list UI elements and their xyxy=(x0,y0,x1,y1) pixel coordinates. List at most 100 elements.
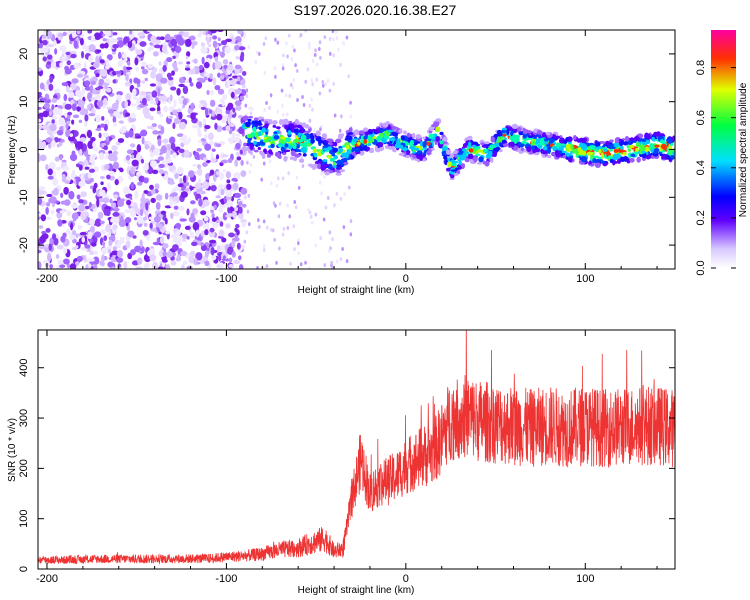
spectral-ridge-dot xyxy=(468,141,471,147)
spectral-noise-dot xyxy=(59,154,62,160)
spectral-noise-dot xyxy=(58,117,65,125)
spectral-noise-dot xyxy=(319,181,322,185)
colorbar-tick-label: 0.4 xyxy=(695,160,707,175)
spectral-ridge-dot xyxy=(410,140,414,144)
snr-frame xyxy=(38,330,675,569)
spectral-noise-dot xyxy=(159,224,163,230)
spectral-noise-dot xyxy=(200,210,206,215)
spectral-noise-dot xyxy=(98,212,103,219)
spectral-noise-dot xyxy=(178,206,185,211)
spectral-noise-dot xyxy=(287,226,290,230)
spectral-noise-dot xyxy=(290,83,293,87)
spectral-noise-dot xyxy=(51,119,54,123)
spectrogram-x-tick-label: -100 xyxy=(215,273,237,285)
spectral-noise-dot xyxy=(210,158,216,163)
spectral-noise-dot xyxy=(178,112,182,120)
spectral-noise-dot xyxy=(292,78,295,82)
spectral-noise-dot xyxy=(196,230,200,238)
spectral-noise-dot xyxy=(78,181,85,187)
spectral-noise-dot xyxy=(310,97,313,101)
spectral-noise-dot xyxy=(251,107,254,111)
spectral-ridge-dot xyxy=(337,160,342,165)
spectral-noise-dot xyxy=(116,258,123,263)
spectral-noise-dot xyxy=(211,247,215,256)
spectral-noise-dot xyxy=(147,47,151,52)
spectral-noise-dot xyxy=(78,199,84,203)
spectral-noise-dot xyxy=(270,228,273,232)
spectral-ridge-dot xyxy=(335,139,341,144)
spectral-noise-dot xyxy=(79,137,86,142)
spectral-ridge-dot xyxy=(502,134,506,137)
spectral-noise-dot xyxy=(238,255,242,260)
snr-x-tick-label: -100 xyxy=(215,573,237,585)
spectral-noise-dot xyxy=(285,93,288,97)
spectral-noise-dot xyxy=(225,110,230,114)
spectral-noise-dot xyxy=(189,77,192,83)
spectral-noise-dot xyxy=(67,112,72,116)
spectral-ridge-dot xyxy=(261,119,264,122)
spectral-noise-dot xyxy=(207,37,210,45)
spectral-noise-dot xyxy=(77,256,83,262)
snr-y-tick-label: 100 xyxy=(18,510,30,528)
spectral-noise-dot xyxy=(49,76,53,83)
spectral-noise-dot xyxy=(137,216,143,224)
spectral-noise-dot xyxy=(74,130,78,137)
spectral-noise-dot xyxy=(75,233,78,238)
spectral-noise-dot xyxy=(171,260,177,265)
spectral-ridge-dot xyxy=(338,148,343,154)
spectral-noise-dot xyxy=(209,109,212,114)
spectral-noise-dot xyxy=(113,32,118,35)
spectral-noise-dot xyxy=(219,172,224,180)
spectral-noise-dot xyxy=(263,244,266,248)
spectral-ridge-dot xyxy=(609,149,612,152)
spectral-noise-dot xyxy=(167,144,172,151)
spectral-noise-dot xyxy=(235,56,239,59)
spectral-noise-dot xyxy=(194,58,198,63)
spectral-noise-dot xyxy=(47,54,53,59)
spectral-noise-dot xyxy=(214,123,217,130)
spectral-noise-dot xyxy=(159,169,164,174)
spectral-noise-dot xyxy=(174,67,179,72)
spectral-ridge-dot xyxy=(302,122,306,127)
spectral-noise-dot xyxy=(199,100,206,104)
spectral-ridge-dot xyxy=(532,145,535,150)
spectral-noise-dot xyxy=(224,46,231,54)
spectral-ridge-dot xyxy=(610,159,613,163)
spectrogram-panel: -200 -100 0 100-20-1001020 Height of straig… xyxy=(7,26,678,296)
spectral-ridge-dot xyxy=(595,143,599,147)
spectral-noise-dot xyxy=(141,159,144,164)
spectral-noise-dot xyxy=(209,240,216,244)
spectral-noise-dot xyxy=(209,73,213,79)
spectral-ridge-dot xyxy=(254,120,259,125)
spectral-noise-dot xyxy=(231,178,237,182)
spectral-noise-dot xyxy=(141,80,145,84)
spectral-noise-dot xyxy=(309,119,312,123)
spectral-noise-dot xyxy=(137,257,142,264)
spectral-ridge-dot xyxy=(412,133,415,138)
spectral-noise-dot xyxy=(227,117,230,125)
spectral-ridge-dot xyxy=(242,146,247,152)
spectral-noise-dot xyxy=(104,145,108,150)
spectral-noise-dot xyxy=(149,107,155,111)
spectral-noise-dot xyxy=(130,182,134,190)
spectral-noise-dot xyxy=(84,114,88,121)
spectrogram-x-tick-label: -200 xyxy=(36,273,58,285)
spectral-noise-dot xyxy=(85,167,90,170)
spectral-ridge-dot xyxy=(370,129,374,132)
spectral-noise-dot xyxy=(62,166,69,171)
spectral-ridge-dot xyxy=(247,119,251,122)
spectral-noise-dot xyxy=(51,210,55,215)
spectral-noise-dot xyxy=(70,222,73,230)
spectral-noise-dot xyxy=(240,54,244,62)
spectral-ridge-dot xyxy=(463,152,467,158)
spectral-noise-dot xyxy=(199,65,203,70)
spectral-noise-dot xyxy=(286,54,289,58)
spectral-noise-dot xyxy=(199,121,202,127)
spectral-ridge-dot xyxy=(375,128,380,133)
spectral-noise-dot xyxy=(169,199,173,207)
spectral-noise-dot xyxy=(186,208,189,215)
spectral-ridge-dot xyxy=(423,143,426,148)
spectral-noise-dot xyxy=(340,114,343,118)
spectral-noise-dot xyxy=(286,203,289,207)
spectral-noise-dot xyxy=(106,175,111,180)
